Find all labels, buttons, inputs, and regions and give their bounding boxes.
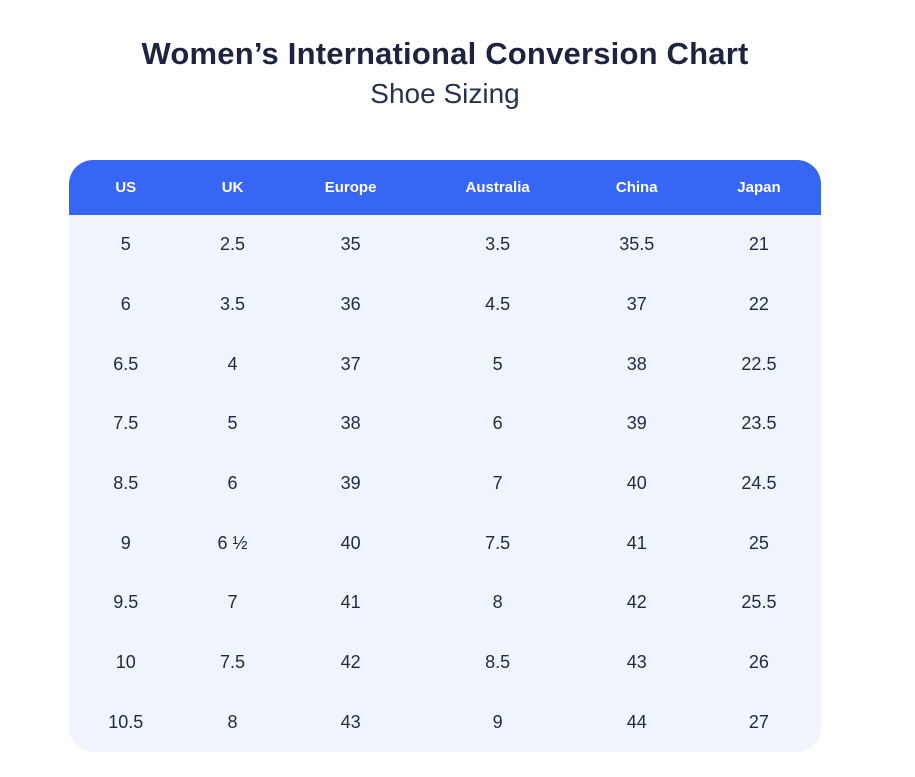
conversion-table: US UK Europe Australia China Japan 5 2.5…: [69, 159, 821, 753]
cell-japan: 25.5: [696, 572, 821, 633]
table-row: 5 2.5 35 3.5 35.5 21: [69, 214, 821, 275]
column-header-china: China: [576, 159, 697, 215]
cell-europe: 43: [282, 692, 419, 753]
page-subtitle: Shoe Sizing: [370, 77, 520, 109]
cell-australia: 3.5: [418, 214, 577, 275]
cell-china: 40: [576, 453, 697, 514]
cell-china: 38: [576, 334, 697, 394]
cell-china: 43: [576, 632, 697, 693]
cell-uk: 3.5: [182, 274, 283, 335]
column-header-europe: Europe: [282, 159, 419, 215]
cell-europe: 35: [282, 214, 419, 275]
cell-uk: 2.5: [182, 214, 283, 275]
cell-japan: 21: [696, 214, 821, 275]
column-header-japan: Japan: [696, 159, 821, 215]
cell-uk: 8: [182, 692, 283, 753]
cell-us: 9.5: [69, 572, 183, 633]
cell-us: 5: [69, 214, 183, 275]
cell-europe: 38: [282, 393, 419, 454]
table-row: 9.5 7 41 8 42 25.5: [69, 572, 821, 633]
cell-uk: 7: [182, 572, 283, 633]
cell-japan: 22: [696, 274, 821, 335]
cell-uk: 4: [182, 334, 283, 394]
page-title: Women’s International Conversion Chart: [141, 36, 749, 71]
cell-australia: 8: [418, 572, 577, 633]
cell-uk: 5: [182, 393, 283, 454]
cell-australia: 8.5: [418, 632, 577, 693]
cell-europe: 41: [282, 572, 419, 633]
cell-us: 6.5: [69, 334, 183, 394]
cell-us: 8.5: [69, 453, 183, 514]
column-header-australia: Australia: [418, 159, 577, 215]
cell-us: 10: [69, 632, 183, 693]
cell-us: 10.5: [69, 692, 183, 753]
cell-europe: 37: [282, 334, 419, 394]
cell-australia: 4.5: [418, 274, 577, 335]
cell-japan: 25: [696, 513, 821, 573]
table-row: 10 7.5 42 8.5 43 26: [69, 632, 821, 693]
cell-europe: 42: [282, 632, 419, 693]
table-row: 6.5 4 37 5 38 22.5: [69, 334, 821, 394]
cell-uk: 7.5: [182, 632, 283, 693]
table-row: 7.5 5 38 6 39 23.5: [69, 393, 821, 454]
column-header-us: US: [69, 159, 183, 215]
table-row: 9 6 ½ 40 7.5 41 25: [69, 513, 821, 573]
cell-australia: 7.5: [418, 513, 577, 573]
cell-australia: 5: [418, 334, 577, 394]
column-header-uk: UK: [182, 159, 283, 215]
cell-australia: 7: [418, 453, 577, 514]
page-content: Women’s International Conversion Chart S…: [69, 0, 821, 753]
cell-china: 37: [576, 274, 697, 335]
cell-china: 39: [576, 393, 697, 454]
cell-japan: 23.5: [696, 393, 821, 454]
cell-uk: 6 ½: [182, 513, 283, 573]
cell-japan: 24.5: [696, 453, 821, 514]
table-row: 10.5 8 43 9 44 27: [69, 692, 821, 753]
cell-japan: 22.5: [696, 334, 821, 394]
cell-china: 41: [576, 513, 697, 573]
cell-europe: 36: [282, 274, 419, 335]
cell-us: 6: [69, 274, 183, 335]
cell-europe: 39: [282, 453, 419, 514]
cell-china: 42: [576, 572, 697, 633]
table-header-row: US UK Europe Australia China Japan: [69, 159, 821, 215]
cell-china: 35.5: [576, 214, 697, 275]
cell-japan: 27: [696, 692, 821, 753]
cell-australia: 9: [418, 692, 577, 753]
cell-europe: 40: [282, 513, 419, 573]
table-row: 8.5 6 39 7 40 24.5: [69, 453, 821, 514]
cell-us: 7.5: [69, 393, 183, 454]
table-row: 6 3.5 36 4.5 37 22: [69, 274, 821, 335]
cell-japan: 26: [696, 632, 821, 693]
cell-australia: 6: [418, 393, 577, 454]
cell-uk: 6: [182, 453, 283, 514]
cell-china: 44: [576, 692, 697, 753]
cell-us: 9: [69, 513, 183, 573]
